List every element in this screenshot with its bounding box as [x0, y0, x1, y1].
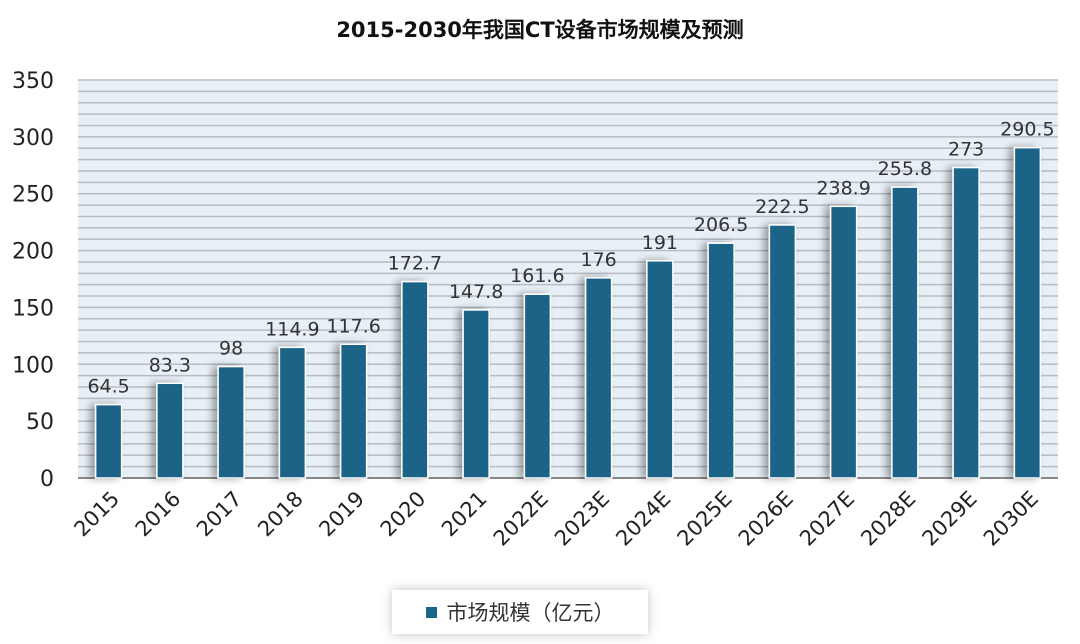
data-label: 83.3	[149, 354, 191, 376]
bar	[94, 403, 123, 479]
legend: 市场规模（亿元）	[392, 590, 648, 634]
bar	[891, 186, 919, 479]
x-tick-label: 2021	[437, 487, 492, 542]
chart-title: 2015-2030年我国CT设备市场规模及预测	[336, 18, 744, 42]
bar	[829, 205, 858, 479]
bar	[217, 365, 245, 479]
bar	[584, 277, 613, 479]
data-label: 172.7	[388, 253, 442, 275]
data-label: 161.6	[510, 265, 564, 287]
x-tick-label: 2023E	[550, 487, 614, 551]
y-tick-label: 0	[40, 467, 54, 492]
x-tick-label: 2019	[314, 487, 369, 542]
bar	[707, 242, 735, 479]
bar	[339, 343, 368, 479]
data-label: 222.5	[755, 196, 809, 218]
x-tick-label: 2029E	[918, 487, 982, 551]
x-tick-label: 2017	[192, 487, 247, 542]
y-tick-label: 150	[12, 296, 54, 321]
data-label: 238.9	[816, 177, 870, 199]
data-label: 117.6	[326, 315, 380, 337]
bar	[401, 280, 429, 479]
data-label: 147.8	[449, 281, 503, 303]
data-label: 273	[948, 139, 984, 161]
data-label: 206.5	[694, 214, 748, 236]
data-label: 255.8	[878, 158, 932, 180]
x-tick-label: 2026E	[734, 487, 798, 551]
bar	[523, 293, 552, 479]
x-tick-label: 2020	[376, 487, 431, 542]
bar	[462, 309, 490, 479]
y-tick-label: 250	[12, 183, 54, 208]
y-tick-label: 200	[12, 240, 54, 265]
bar	[1013, 146, 1042, 479]
data-label: 290.5	[1000, 119, 1054, 141]
x-tick-label: 2028E	[856, 487, 920, 551]
y-tick-label: 300	[12, 126, 54, 151]
x-tick-label: 2016	[131, 487, 186, 542]
legend-swatch	[425, 606, 437, 618]
x-tick-label: 2022E	[489, 487, 553, 551]
bar	[646, 260, 674, 479]
x-tick-label: 2024E	[611, 487, 675, 551]
y-tick-label: 100	[12, 353, 54, 378]
data-label: 191	[642, 232, 678, 254]
data-label: 114.9	[265, 318, 319, 340]
x-tick-label: 2027E	[795, 487, 859, 551]
bar	[156, 382, 184, 479]
x-tick-label: 2030E	[979, 487, 1043, 551]
x-tick-label: 2015	[69, 487, 124, 542]
legend-label: 市场规模（亿元）	[446, 601, 615, 625]
x-tick-label: 2018	[253, 487, 308, 542]
x-tick-label: 2025E	[673, 487, 737, 551]
data-label: 64.5	[87, 376, 129, 398]
y-tick-label: 350	[12, 69, 54, 94]
data-label: 176	[580, 249, 616, 271]
bar	[278, 346, 307, 479]
bar	[768, 224, 797, 479]
data-label: 98	[219, 338, 243, 360]
bar	[952, 166, 980, 479]
y-tick-label: 50	[26, 410, 54, 435]
